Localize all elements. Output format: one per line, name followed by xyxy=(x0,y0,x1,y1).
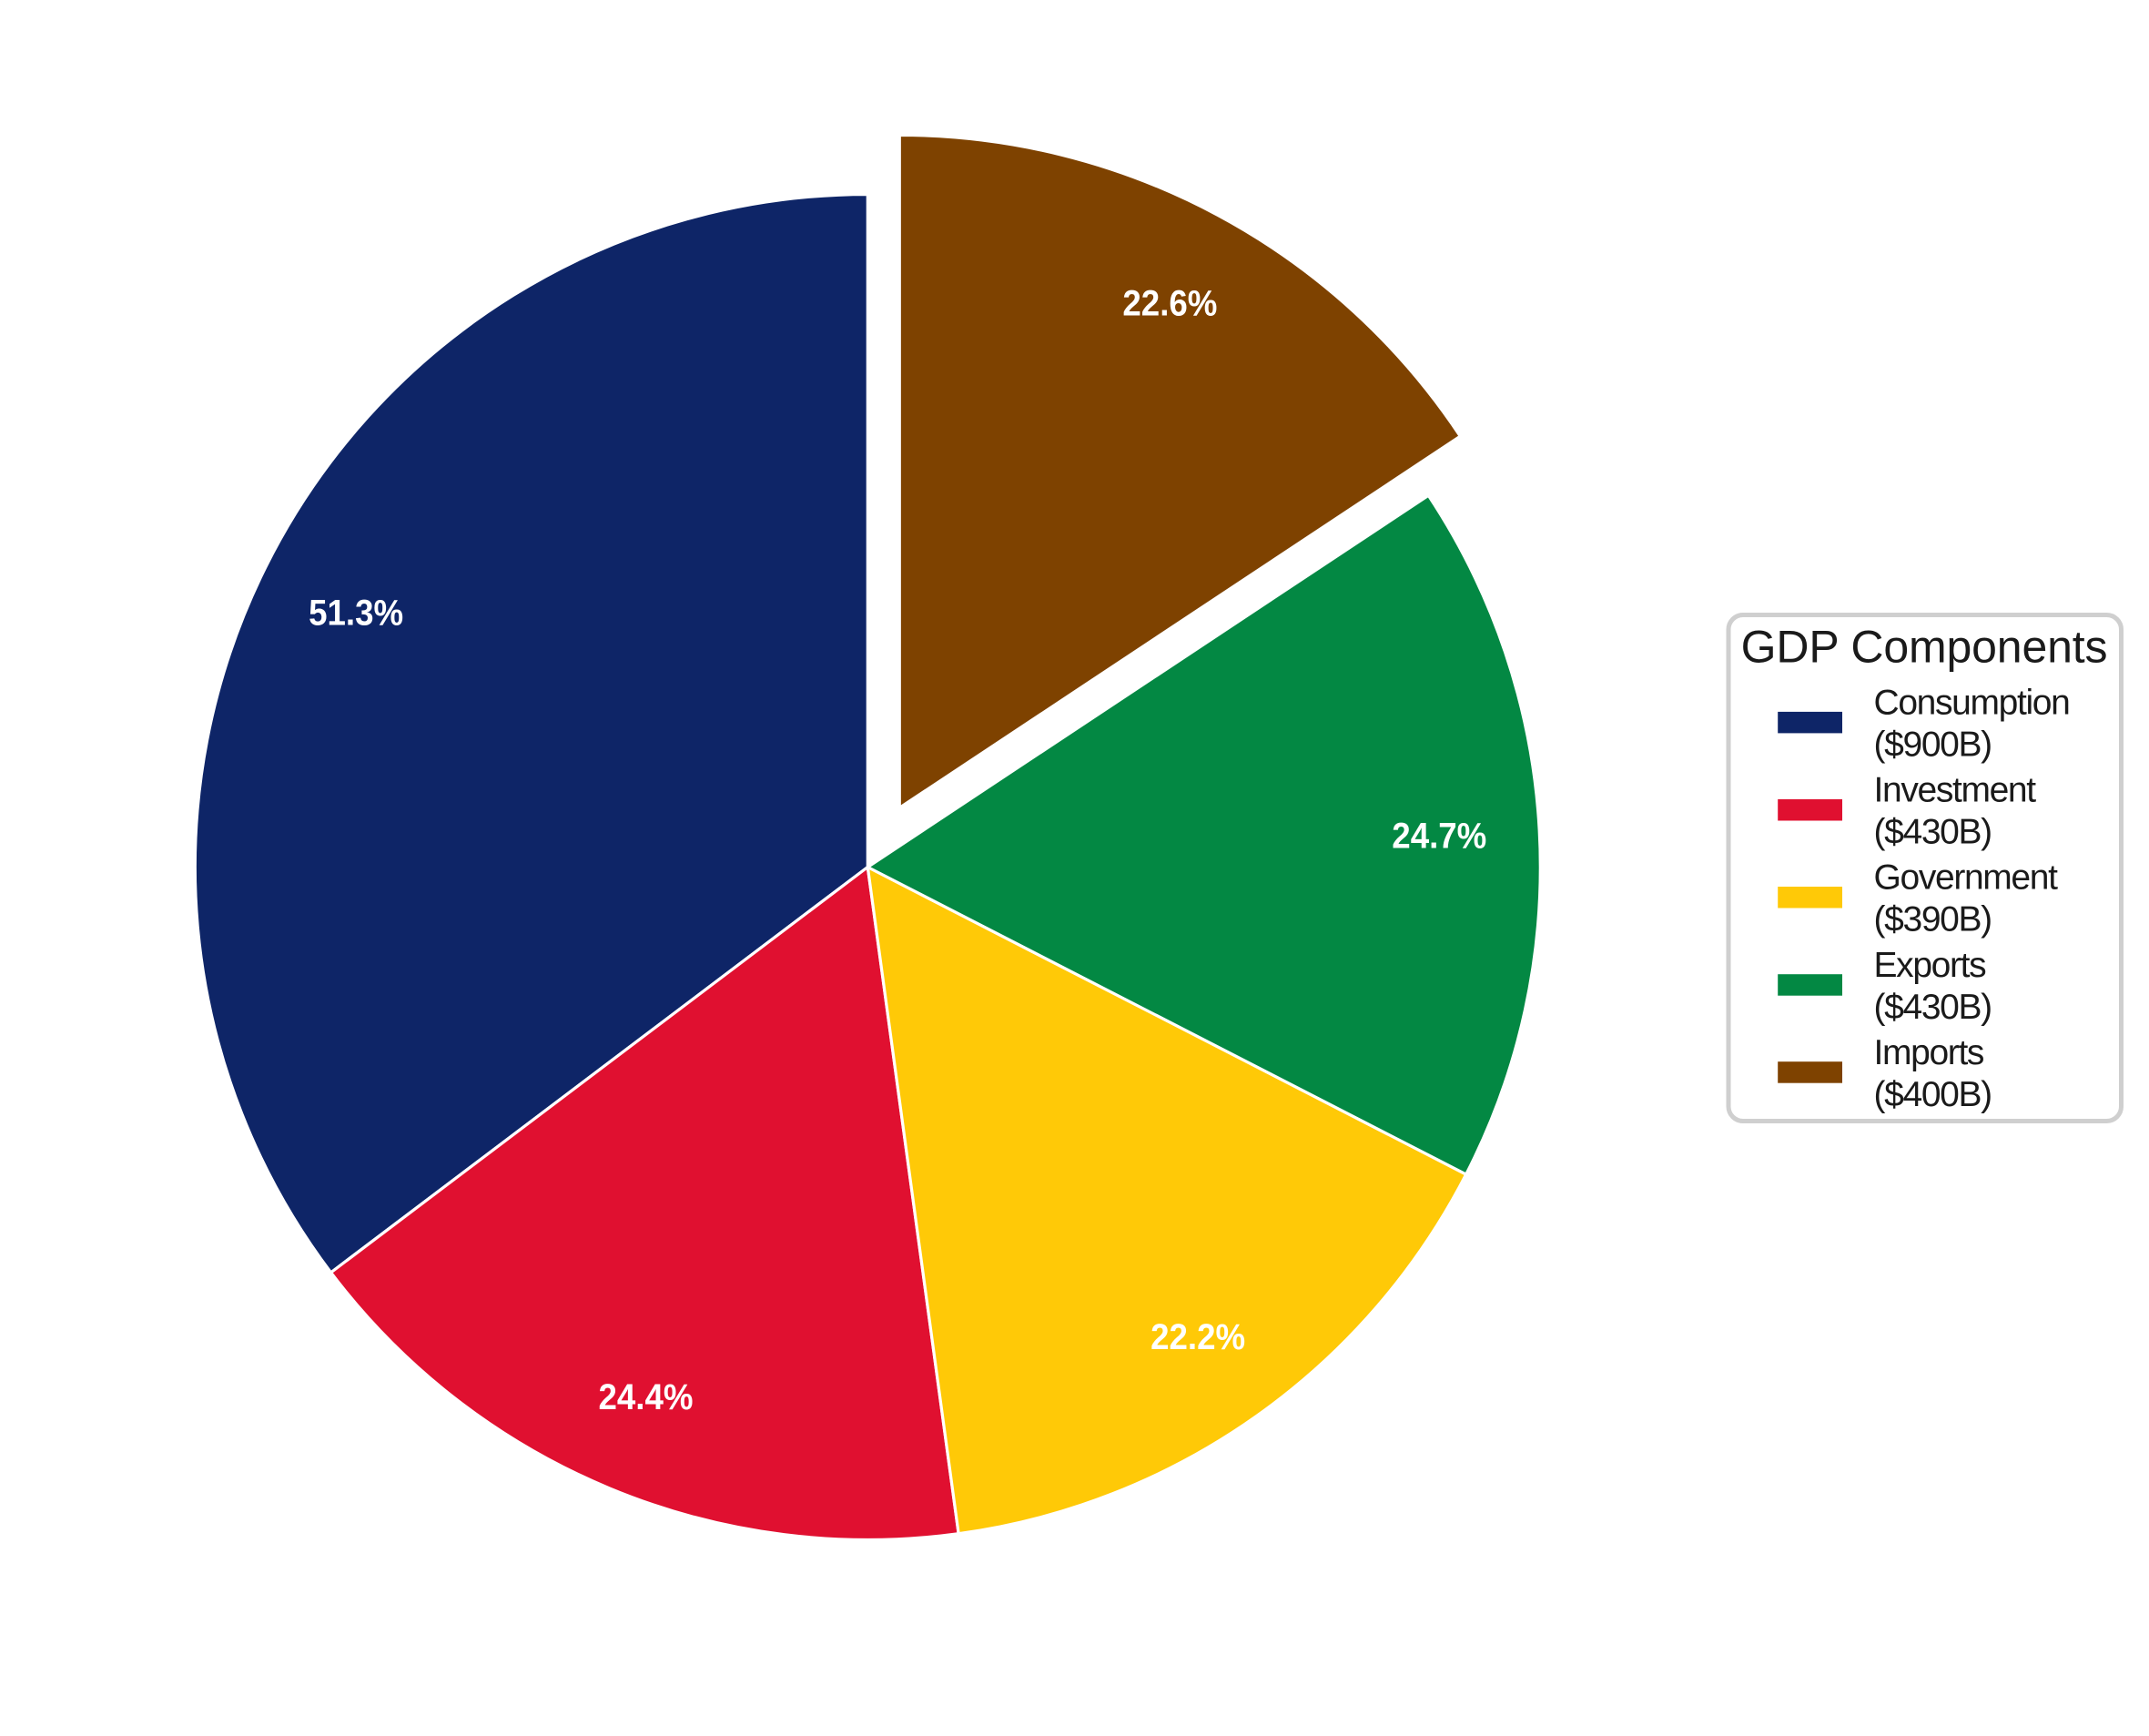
svg-text:Investment: Investment xyxy=(1874,771,2037,810)
svg-text:($430B): ($430B) xyxy=(1874,813,1992,852)
svg-text:Imports: Imports xyxy=(1874,1033,1984,1072)
svg-text:Exports: Exports xyxy=(1874,946,1987,985)
svg-text:($430B): ($430B) xyxy=(1874,988,1992,1027)
svg-text:51.3%: 51.3% xyxy=(309,594,403,634)
svg-text:24.7%: 24.7% xyxy=(1392,816,1486,856)
svg-text:Government: Government xyxy=(1874,858,2059,898)
svg-text:22.6%: 22.6% xyxy=(1122,283,1217,323)
svg-text:GDP Components: GDP Components xyxy=(1741,621,2108,672)
svg-text:($390B): ($390B) xyxy=(1874,900,1992,939)
svg-text:24.4%: 24.4% xyxy=(599,1377,694,1417)
svg-text:22.2%: 22.2% xyxy=(1151,1317,1245,1357)
svg-text:($900B): ($900B) xyxy=(1874,726,1992,765)
svg-text:Consumption: Consumption xyxy=(1874,684,2070,723)
svg-text:($400B): ($400B) xyxy=(1874,1075,1992,1114)
